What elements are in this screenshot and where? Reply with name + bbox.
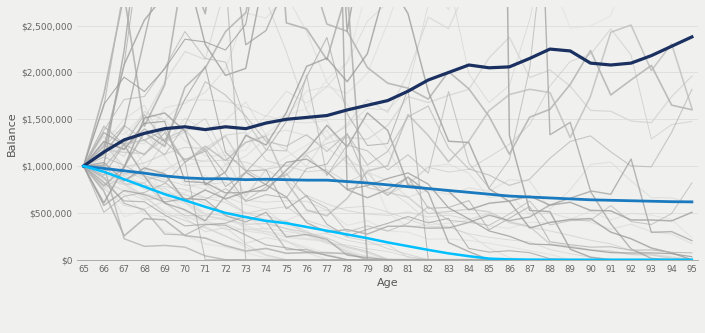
50th Percentile [546, 196, 554, 200]
90th Percentile [80, 164, 88, 168]
10th Percentile [180, 198, 189, 202]
X-axis label: Age: Age [377, 278, 398, 288]
10th Percentile [465, 254, 473, 258]
50th Percentile [647, 199, 656, 203]
10th Percentile [363, 236, 372, 240]
10th Percentile [120, 177, 128, 181]
90th Percentile [180, 125, 189, 129]
90th Percentile [444, 71, 453, 75]
90th Percentile [668, 44, 676, 48]
Line: 90th Percentile: 90th Percentile [84, 37, 692, 166]
90th Percentile [161, 127, 169, 131]
90th Percentile [566, 49, 575, 53]
90th Percentile [647, 54, 656, 58]
50th Percentile [363, 181, 372, 185]
10th Percentile [343, 232, 351, 236]
50th Percentile [120, 169, 128, 173]
10th Percentile [161, 192, 169, 196]
10th Percentile [404, 244, 412, 248]
90th Percentile [262, 121, 270, 125]
50th Percentile [323, 178, 331, 182]
90th Percentile [363, 103, 372, 107]
90th Percentile [546, 47, 554, 51]
90th Percentile [606, 63, 615, 67]
10th Percentile [221, 211, 230, 215]
50th Percentile [485, 192, 494, 196]
90th Percentile [404, 89, 412, 93]
50th Percentile [525, 195, 534, 199]
50th Percentile [180, 176, 189, 180]
90th Percentile [687, 35, 696, 39]
10th Percentile [444, 251, 453, 255]
90th Percentile [384, 99, 392, 103]
10th Percentile [99, 170, 108, 174]
10th Percentile [687, 258, 696, 262]
90th Percentile [525, 56, 534, 60]
10th Percentile [627, 258, 635, 262]
10th Percentile [485, 257, 494, 261]
10th Percentile [668, 258, 676, 262]
10th Percentile [282, 221, 290, 225]
50th Percentile [80, 164, 88, 168]
90th Percentile [465, 63, 473, 67]
50th Percentile [566, 197, 575, 201]
50th Percentile [201, 177, 209, 181]
50th Percentile [606, 198, 615, 202]
10th Percentile [647, 258, 656, 262]
50th Percentile [424, 186, 432, 190]
90th Percentile [201, 128, 209, 132]
90th Percentile [140, 131, 149, 135]
10th Percentile [546, 258, 554, 262]
50th Percentile [161, 174, 169, 178]
90th Percentile [343, 108, 351, 112]
50th Percentile [242, 178, 250, 182]
90th Percentile [302, 116, 311, 120]
10th Percentile [140, 185, 149, 189]
50th Percentile [282, 178, 290, 182]
90th Percentile [505, 65, 514, 69]
10th Percentile [384, 240, 392, 244]
90th Percentile [485, 66, 494, 70]
90th Percentile [587, 61, 595, 65]
10th Percentile [566, 258, 575, 262]
50th Percentile [444, 188, 453, 192]
10th Percentile [201, 205, 209, 209]
50th Percentile [465, 190, 473, 194]
10th Percentile [525, 258, 534, 262]
Line: 50th Percentile: 50th Percentile [84, 166, 692, 202]
90th Percentile [99, 150, 108, 154]
10th Percentile [606, 258, 615, 262]
Y-axis label: Balance: Balance [7, 111, 17, 156]
90th Percentile [323, 114, 331, 118]
10th Percentile [262, 219, 270, 223]
10th Percentile [505, 257, 514, 261]
10th Percentile [323, 229, 331, 233]
10th Percentile [302, 225, 311, 229]
50th Percentile [221, 177, 230, 181]
50th Percentile [99, 166, 108, 170]
90th Percentile [221, 125, 230, 129]
50th Percentile [343, 179, 351, 183]
50th Percentile [668, 200, 676, 204]
50th Percentile [687, 200, 696, 204]
50th Percentile [505, 194, 514, 198]
10th Percentile [424, 248, 432, 252]
50th Percentile [262, 177, 270, 181]
90th Percentile [120, 138, 128, 142]
10th Percentile [80, 164, 88, 168]
50th Percentile [587, 198, 595, 202]
50th Percentile [140, 171, 149, 175]
50th Percentile [384, 183, 392, 187]
50th Percentile [404, 185, 412, 189]
10th Percentile [587, 258, 595, 262]
10th Percentile [242, 215, 250, 219]
90th Percentile [424, 78, 432, 82]
90th Percentile [282, 117, 290, 121]
90th Percentile [627, 61, 635, 65]
Line: 10th Percentile: 10th Percentile [84, 166, 692, 260]
90th Percentile [242, 127, 250, 131]
50th Percentile [302, 178, 311, 182]
50th Percentile [627, 199, 635, 203]
